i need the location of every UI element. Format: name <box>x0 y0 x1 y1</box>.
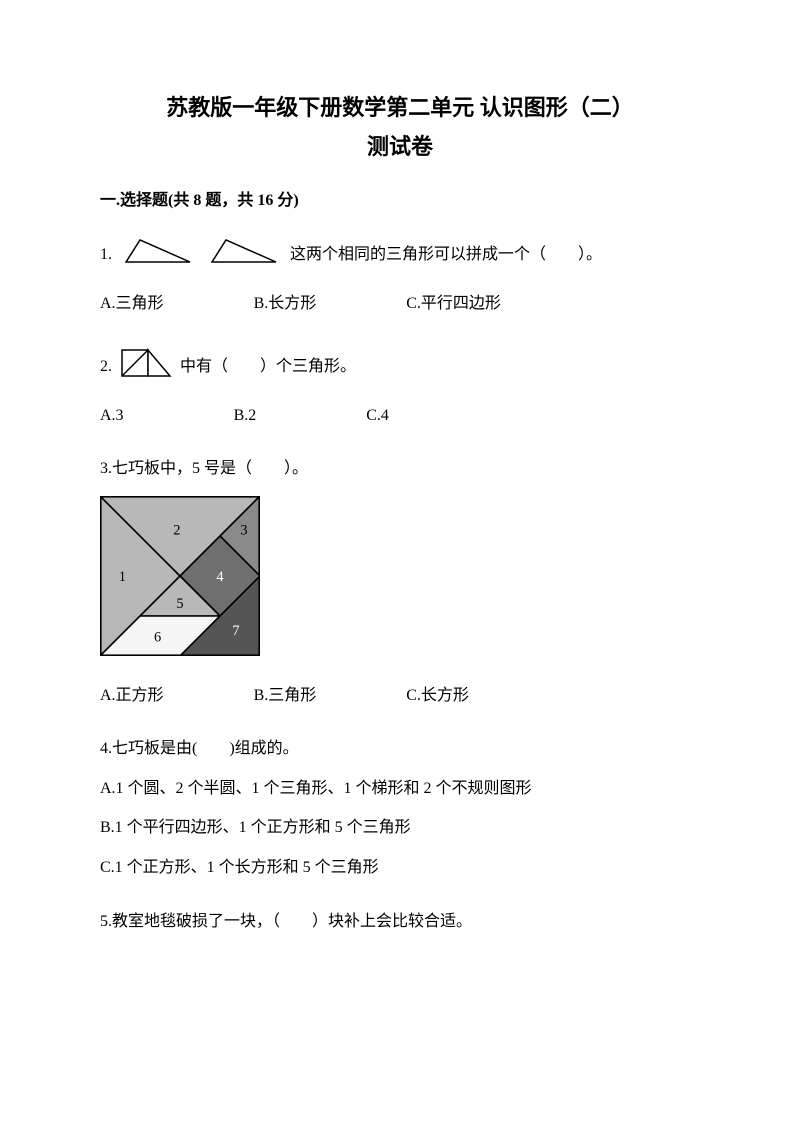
q2-number: 2. <box>100 354 112 380</box>
q1-number: 1. <box>100 242 112 268</box>
question-1: 1. 这两个相同的三角形可以拼成一个（ ）。 A.三角形 B.长方形 C.平行四… <box>100 234 700 316</box>
tangram-figure: 1 2 3 4 5 6 7 <box>100 496 700 665</box>
question-3: 3.七巧板中，5 号是（ ）。 1 2 3 4 5 6 7 A.正方形 B.三角… <box>100 456 700 708</box>
page-subtitle: 测试卷 <box>100 129 700 164</box>
q1-option-c: C.平行四边形 <box>406 291 501 317</box>
q3-option-b: B.三角形 <box>254 683 317 709</box>
q4-option-c: C.1 个正方形、1 个长方形和 5 个三角形 <box>100 855 700 881</box>
svg-text:6: 6 <box>154 630 161 646</box>
page-title: 苏教版一年级下册数学第二单元 认识图形（二） <box>100 90 700 125</box>
svg-text:3: 3 <box>240 522 247 538</box>
q2-option-b: B.2 <box>234 403 257 429</box>
q1-option-a: A.三角形 <box>100 291 164 317</box>
q2-option-c: C.4 <box>366 403 389 429</box>
triangle-icon <box>204 234 284 277</box>
shape-icon <box>118 344 174 389</box>
q4-text: 4.七巧板是由( )组成的。 <box>100 736 700 762</box>
q3-text: 3.七巧板中，5 号是（ ）。 <box>100 456 700 482</box>
question-4: 4.七巧板是由( )组成的。 A.1 个圆、2 个半圆、1 个三角形、1 个梯形… <box>100 736 700 880</box>
q4-option-b: B.1 个平行四边形、1 个正方形和 5 个三角形 <box>100 815 700 841</box>
question-2: 2. 中有（ ）个三角形。 A.3 B.2 C.4 <box>100 344 700 428</box>
q3-option-c: C.长方形 <box>406 683 469 709</box>
svg-text:5: 5 <box>176 596 183 612</box>
q1-text: 这两个相同的三角形可以拼成一个（ ）。 <box>290 242 602 268</box>
question-5: 5.教室地毯破损了一块，（ ）块补上会比较合适。 <box>100 909 700 935</box>
svg-text:4: 4 <box>216 569 223 585</box>
q3-option-a: A.正方形 <box>100 683 164 709</box>
q4-option-a: A.1 个圆、2 个半圆、1 个三角形、1 个梯形和 2 个不规则图形 <box>100 776 700 802</box>
section-header: 一.选择题(共 8 题，共 16 分) <box>100 188 700 214</box>
svg-text:2: 2 <box>173 522 180 538</box>
svg-text:1: 1 <box>119 569 126 585</box>
svg-text:7: 7 <box>232 623 239 639</box>
q2-option-a: A.3 <box>100 403 124 429</box>
q2-text: 中有（ ）个三角形。 <box>180 354 356 380</box>
triangle-icon <box>118 234 198 277</box>
q5-text: 5.教室地毯破损了一块，（ ）块补上会比较合适。 <box>100 909 700 935</box>
q1-option-b: B.长方形 <box>254 291 317 317</box>
